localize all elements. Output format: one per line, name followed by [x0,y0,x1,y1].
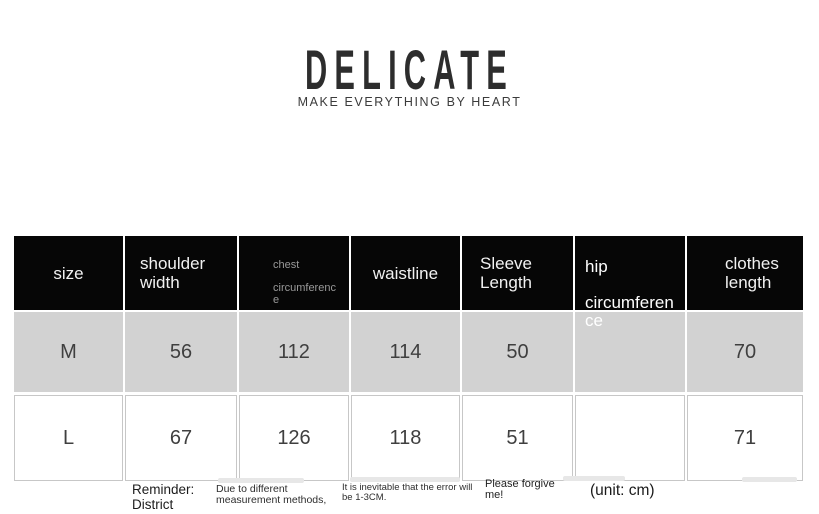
m-sleeve-length-value: 50 [462,312,573,392]
footnote-error-line1: It is inevitable that the error will [342,482,473,493]
table-header-row: size shoulder width chest circumference w… [14,236,803,330]
header-cell-sleeve-length: Sleeve Length [462,236,573,310]
footnote-reminder-line1: Reminder: [132,482,195,497]
l-chest-value: 126 [239,395,349,481]
header-cell-chest-circumference: chest circumference [239,236,349,310]
m-hip-value [575,312,685,392]
footnote-method-line2: measurement methods, [216,494,327,506]
header-cell-size: size [14,236,123,310]
m-waistline-value: 114 [351,312,460,392]
artifact-smudge [742,477,797,482]
m-size-value: M [14,312,123,392]
l-size-value: L [14,395,123,481]
m-shoulder-width-value: 56 [125,312,237,392]
header-cell-hip-circumference: hip circumference [575,236,685,330]
artifact-smudge [563,476,625,481]
table-row-l: L 67 126 118 51 71 [14,395,803,481]
header-label-waistline: waistline [372,263,439,283]
header-cell-waistline: waistline [351,236,460,310]
size-table: size shoulder width chest circumference w… [14,236,803,481]
circumference-word: circumference [585,293,674,330]
header-label-chest-circumference: chest circumference [273,259,341,306]
header-label-size: size [53,263,84,283]
footnote-forgive: Please forgive me! [485,479,555,501]
l-sleeve-length-value: 51 [462,395,573,481]
hip-word: hip [585,257,608,276]
artifact-smudge [218,478,304,483]
header-label-clothes-length: clothes length [725,254,779,292]
header-label-hip-circumference: hip circumference [585,258,681,330]
table-row-m: M 56 112 114 50 70 [14,312,803,392]
header-label-shoulder-width: shoulder width [140,254,206,292]
brand-tagline: MAKE EVERYTHING BY HEART [297,95,522,109]
m-chest-value: 112 [239,312,349,392]
footnote-forgive-line2: me! [485,489,504,501]
l-shoulder-width-value: 67 [125,395,237,481]
brand-logo: DELICATE [305,38,514,101]
header-label-sleeve-length: Sleeve Length [480,254,532,292]
m-clothes-length-value: 70 [687,312,803,392]
footnote-error-line2: be 1-3CM. [342,492,387,503]
footnote-reminder: Reminder: District [132,482,194,512]
footnote-unit: (unit: cm) [590,482,655,499]
artifact-smudge [350,477,460,482]
chest-word: chest [273,259,300,271]
l-hip-value [575,395,685,481]
footnote-forgive-line1: Please forgive [485,478,555,490]
l-waistline-value: 118 [351,395,460,481]
footnote-method: Due to different measurement methods, [216,484,326,506]
footnote-reminder-line2: District [132,497,174,512]
circumference-word: circumference [273,282,336,306]
header-cell-clothes-length: clothes length [687,236,803,310]
footnote-method-line1: Due to different [216,483,288,495]
header-cell-shoulder-width: shoulder width [125,236,237,310]
l-clothes-length-value: 71 [687,395,803,481]
footnote-error: It is inevitable that the error will be … [342,483,472,503]
